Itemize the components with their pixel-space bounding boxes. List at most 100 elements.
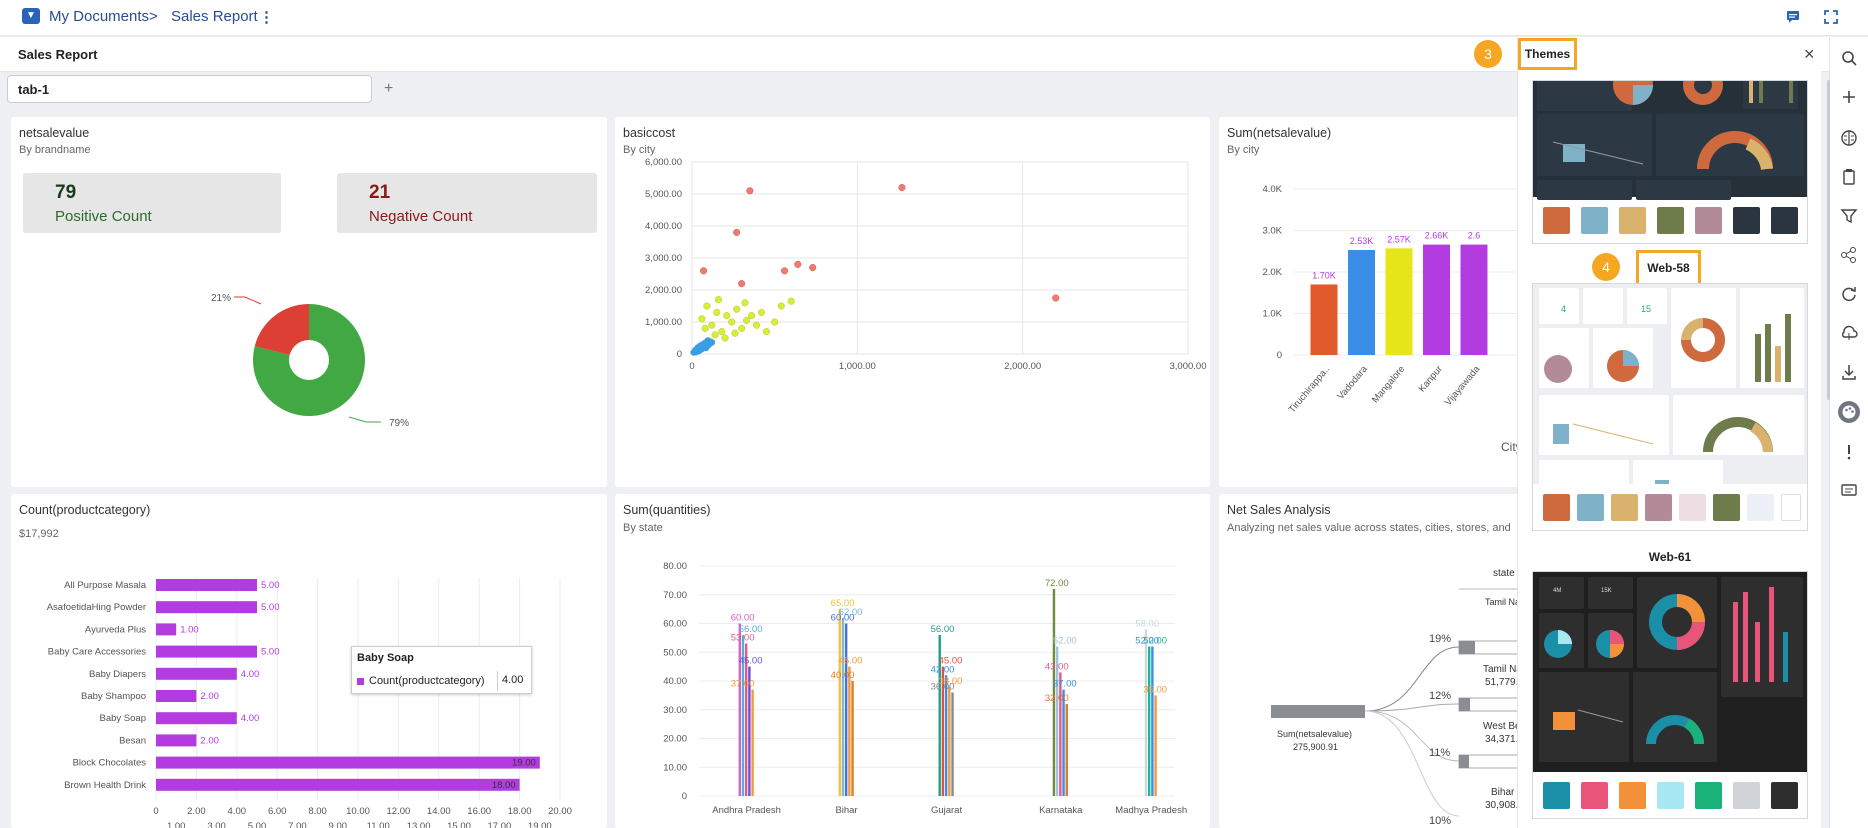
- scatter-point[interactable]: [701, 324, 709, 332]
- category-bar[interactable]: [156, 712, 237, 725]
- scatter-point[interactable]: [718, 328, 726, 336]
- quantity-bar[interactable]: [844, 623, 848, 797]
- scatter-point[interactable]: [713, 308, 721, 316]
- category-bar[interactable]: [156, 778, 520, 791]
- scatter-point[interactable]: [721, 334, 729, 342]
- tab-1[interactable]: tab-1: [7, 75, 372, 103]
- category-bar[interactable]: [156, 756, 540, 769]
- category-bar[interactable]: [156, 579, 257, 591]
- city-bar[interactable]: [1385, 248, 1413, 355]
- quantity-bar[interactable]: [1065, 704, 1068, 796]
- scatter-point[interactable]: [746, 187, 754, 195]
- scatter-point[interactable]: [697, 346, 705, 353]
- breadcrumb-root[interactable]: My Documents: [49, 8, 150, 25]
- scatter-point[interactable]: [794, 260, 802, 268]
- scatter-point[interactable]: [738, 280, 746, 288]
- quantity-bar[interactable]: [751, 689, 754, 796]
- scatter-point[interactable]: [1052, 294, 1060, 302]
- scatter-point[interactable]: [731, 329, 739, 337]
- themes-scrollbar[interactable]: [1827, 80, 1830, 400]
- quantity-bar[interactable]: [748, 666, 751, 796]
- quantity-bar[interactable]: [941, 666, 945, 796]
- category-bar[interactable]: [156, 623, 177, 636]
- add-icon[interactable]: [1838, 86, 1860, 108]
- quantity-bar[interactable]: [1144, 629, 1148, 796]
- quantity-bar[interactable]: [848, 666, 851, 796]
- quantity-bar[interactable]: [741, 635, 745, 796]
- scatter-point[interactable]: [787, 297, 795, 305]
- brain-icon[interactable]: [1838, 127, 1860, 149]
- quantity-bar[interactable]: [1055, 646, 1059, 797]
- scatter-point[interactable]: [728, 318, 736, 326]
- scatter-point[interactable]: [762, 328, 770, 336]
- scatter-point[interactable]: [738, 324, 746, 332]
- quantity-bar[interactable]: [944, 675, 948, 796]
- category-bar[interactable]: [156, 601, 257, 614]
- scatter-point[interactable]: [777, 302, 785, 310]
- scatter-point[interactable]: [723, 312, 731, 320]
- fullscreen-icon[interactable]: [1824, 10, 1838, 24]
- scatter-point[interactable]: [741, 299, 749, 307]
- theme-name-web-58[interactable]: Web-58: [1636, 250, 1701, 286]
- category-bar[interactable]: [156, 690, 197, 702]
- scatter-point[interactable]: [771, 318, 779, 326]
- palette-icon[interactable]: [1838, 401, 1860, 423]
- quantity-bar[interactable]: [841, 617, 845, 796]
- quantity-bar[interactable]: [951, 692, 954, 797]
- scatter-point[interactable]: [733, 228, 741, 236]
- scatter-point[interactable]: [703, 302, 711, 310]
- city-bar[interactable]: [1423, 244, 1450, 355]
- more-options-icon[interactable]: ⋮: [259, 9, 274, 26]
- add-tab-button[interactable]: +: [384, 80, 394, 97]
- quantity-bar[interactable]: [1059, 672, 1062, 796]
- quantity-bar[interactable]: [948, 686, 951, 796]
- filter-icon[interactable]: [1838, 205, 1860, 227]
- scatter-point[interactable]: [700, 267, 708, 275]
- theme-card-web-61[interactable]: 4M 15K: [1532, 571, 1808, 819]
- scatter-point[interactable]: [747, 312, 756, 320]
- close-icon[interactable]: ×: [1804, 44, 1815, 64]
- clipboard-icon[interactable]: [1838, 166, 1860, 188]
- scatter-point[interactable]: [733, 305, 741, 313]
- scatter-point[interactable]: [698, 315, 706, 323]
- quantity-bar[interactable]: [938, 635, 941, 796]
- cloud-upload-icon[interactable]: [1838, 322, 1860, 344]
- city-bar[interactable]: [1460, 244, 1488, 355]
- quantity-bar[interactable]: [851, 681, 854, 796]
- scatter-point[interactable]: [702, 344, 710, 352]
- city-bar[interactable]: [1310, 284, 1338, 355]
- quantity-bar[interactable]: [745, 643, 748, 796]
- quantity-bar[interactable]: [838, 609, 841, 796]
- scatter-point[interactable]: [809, 264, 817, 272]
- refresh-icon[interactable]: [1838, 283, 1860, 305]
- category-bar[interactable]: [156, 667, 237, 680]
- category-bar[interactable]: [156, 645, 257, 658]
- download-icon[interactable]: [1838, 361, 1860, 383]
- scatter-point[interactable]: [757, 308, 765, 316]
- comment-icon[interactable]: [1838, 480, 1860, 502]
- scatter-point[interactable]: [752, 321, 761, 329]
- scatter-point[interactable]: [692, 348, 700, 356]
- breadcrumb-current[interactable]: Sales Report: [171, 8, 258, 25]
- alert-icon[interactable]: [1838, 441, 1860, 463]
- quantity-bar[interactable]: [738, 623, 741, 797]
- scatter-point[interactable]: [711, 331, 719, 339]
- city-bar[interactable]: [1348, 250, 1375, 355]
- quantity-bar[interactable]: [1062, 689, 1065, 796]
- quantity-bar[interactable]: [1148, 646, 1151, 797]
- quantity-bar[interactable]: [1154, 695, 1157, 796]
- category-bar[interactable]: [156, 734, 197, 747]
- scatter-point[interactable]: [743, 316, 751, 324]
- apps-dropdown-icon[interactable]: ▼: [22, 8, 40, 24]
- theme-card-dark[interactable]: [1532, 80, 1808, 244]
- quantity-bar[interactable]: [1151, 646, 1154, 797]
- search-icon[interactable]: [1838, 47, 1860, 69]
- theme-card-web-58[interactable]: 4 15: [1532, 283, 1808, 531]
- scatter-point[interactable]: [708, 321, 716, 329]
- comments-icon[interactable]: [1786, 10, 1800, 24]
- theme-name-web-61[interactable]: Web-61: [1648, 550, 1692, 564]
- quantity-bar[interactable]: [1052, 589, 1056, 796]
- scatter-point[interactable]: [781, 267, 789, 275]
- scatter-point[interactable]: [708, 339, 716, 346]
- share-icon[interactable]: [1838, 244, 1860, 266]
